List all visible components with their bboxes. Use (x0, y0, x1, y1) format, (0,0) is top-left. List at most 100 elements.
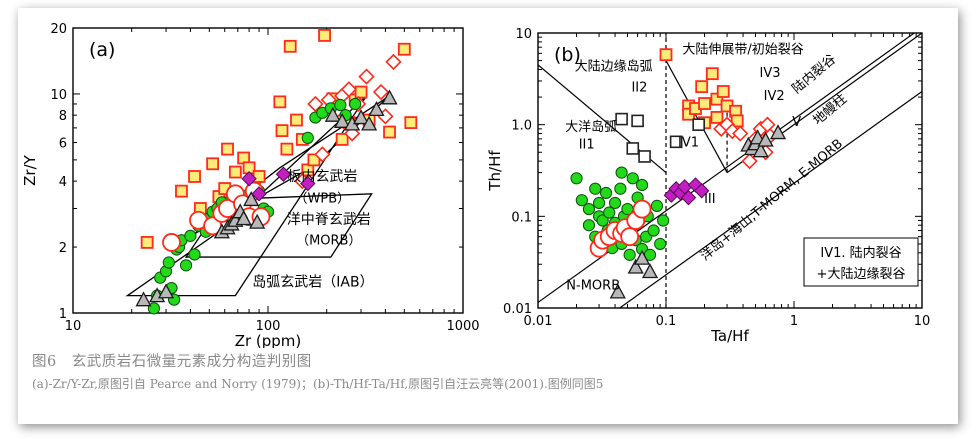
series-triangle-gray (135, 89, 398, 307)
data-point-square-hollow (638, 150, 651, 163)
data-point-diamond-magenta (251, 186, 267, 202)
data-point-triangle-gray (135, 291, 152, 307)
data-point-square-yellow (716, 85, 730, 98)
data-point-square-hollow (692, 118, 705, 131)
x-tick-label: 0.1 (656, 314, 677, 329)
data-point-triangle-gray (641, 263, 659, 279)
data-point-triangle-gray (324, 106, 341, 122)
legend-line-1: IV1. 陆内裂谷 (820, 245, 901, 261)
field-label: 大陆边缘岛弧 (575, 58, 653, 74)
data-point-square-hollow (631, 114, 644, 128)
data-point-circle-green (635, 178, 649, 192)
series-diamond-magenta (663, 177, 710, 206)
data-point-triangle-gray (627, 258, 644, 274)
data-point-square-yellow (695, 80, 709, 94)
data-point-triangle-gray (609, 283, 626, 299)
data-point-circle-green (654, 237, 667, 251)
data-point-circle-green (582, 219, 596, 232)
data-point-diamond-red (314, 146, 331, 163)
field-boundary-line (665, 60, 728, 173)
data-point-square-yellow (710, 111, 724, 124)
data-point-circle-green (301, 131, 314, 144)
data-point-square-yellow (188, 170, 201, 183)
panel-label: (b) (554, 44, 581, 66)
series-square-hollow (615, 112, 705, 163)
data-point-diamond-red (372, 83, 390, 101)
field-label: II2 (631, 81, 647, 96)
data-point-circle-green (162, 256, 175, 269)
data-point-square-yellow (354, 85, 368, 99)
data-point-circle-green (623, 248, 636, 261)
data-point-circle-green (614, 182, 627, 195)
y-tick-label: 0.01 (503, 302, 532, 317)
data-point-circle-hollow-red (632, 199, 652, 219)
data-point-triangle-gray (157, 283, 175, 299)
data-point-circle-green (596, 214, 609, 227)
figure-svg: 10 100 1000 1 2 4 6 8 10 20 Zr (ppm) Zr/Y (a) 板内玄武岩 （W… (21, 22, 931, 348)
data-point-circle-green (615, 166, 628, 179)
data-point-triangle-gray (368, 101, 385, 117)
data-point-triangle-gray (243, 191, 260, 207)
x-tick-label: 10 (65, 319, 82, 334)
data-point-diamond-red (732, 125, 749, 142)
y-tick-label: 0.1 (511, 210, 532, 225)
legend-line-2: +大陆边缘裂谷 (817, 266, 906, 282)
data-point-circle-green (570, 172, 583, 185)
y-tick-label: 20 (50, 22, 67, 37)
data-point-diamond-red (307, 95, 324, 113)
series-diamond-magenta (241, 166, 316, 202)
data-point-circle-green (349, 97, 362, 111)
data-point-diamond-magenta (680, 189, 697, 206)
field-label: 板内玄武岩 (287, 168, 357, 185)
data-point-diamond-red (340, 81, 358, 98)
field-label: 洋中脊玄武岩 (287, 211, 371, 228)
data-point-square-yellow (397, 42, 411, 56)
data-point-triangle-gray (249, 213, 266, 229)
figure-caption: 图6 玄武质岩石微量元素成分构造判别图 (a)-Zr/Y-Zr,原图引自 Pea… (32, 350, 932, 392)
data-point-diamond-red (385, 53, 402, 71)
field-label-abbrev: （WPB） (295, 191, 351, 206)
data-point-diamond-red (358, 68, 375, 85)
data-point-circle-green (608, 196, 622, 210)
data-point-triangle-gray (334, 112, 351, 128)
x-tick-label: 1000 (446, 319, 479, 334)
field-label: N-MORB (566, 278, 620, 293)
y-tick-label: 2 (59, 241, 67, 256)
data-point-square-yellow (221, 142, 234, 156)
series-diamond-red (713, 116, 779, 170)
data-point-circle-green (592, 196, 606, 210)
y-axis-label: Zr/Y (21, 154, 39, 185)
data-point-square-yellow (307, 153, 321, 167)
series-circle-hollow-red (589, 199, 652, 258)
data-point-square-yellow (140, 236, 154, 249)
data-point-circle-hollow-red (162, 233, 181, 252)
chart-panel-b: 0.01 0.1 1 10 0.01 0.1 1.0 10 Ta/Hf Th/Hf (b) 大陆伸展带… (486, 27, 931, 345)
y-axis-label: Th/Hf (486, 150, 504, 192)
data-point-triangle-gray (381, 89, 398, 105)
data-point-diamond-magenta (241, 171, 257, 187)
data-point-square-yellow (705, 67, 719, 81)
legend-frame (803, 237, 919, 287)
x-axis-label: Zr (ppm) (235, 332, 302, 348)
caption-title: 图6 玄武质岩石微量元素成分构造判别图 (32, 354, 312, 370)
field-label: 大洋岛弧 (565, 119, 617, 135)
data-point-circle-green (334, 98, 347, 112)
data-point-triangle-gray (769, 124, 787, 140)
data-point-circle-green (188, 248, 201, 261)
data-point-circle-green (599, 186, 613, 200)
field-label-abbrev: （MORB） (296, 234, 361, 249)
series-square-yellow (140, 29, 418, 249)
data-point-square-yellow (698, 97, 711, 110)
x-tick-label: 100 (256, 319, 281, 334)
data-point-circle-green (582, 202, 596, 216)
data-point-square-yellow (175, 184, 188, 198)
data-point-circle-green (589, 182, 602, 195)
series-triangle-gray (609, 124, 787, 299)
data-point-square-yellow (404, 116, 418, 129)
y-tick-label: 10 (515, 27, 532, 42)
field-label: 岛弧玄武岩（IAB） (252, 274, 373, 291)
x-tick-label: 10 (914, 314, 931, 329)
field-label: IV3 (760, 66, 781, 81)
plot-area (72, 27, 464, 314)
data-point-diamond-magenta (275, 166, 292, 182)
